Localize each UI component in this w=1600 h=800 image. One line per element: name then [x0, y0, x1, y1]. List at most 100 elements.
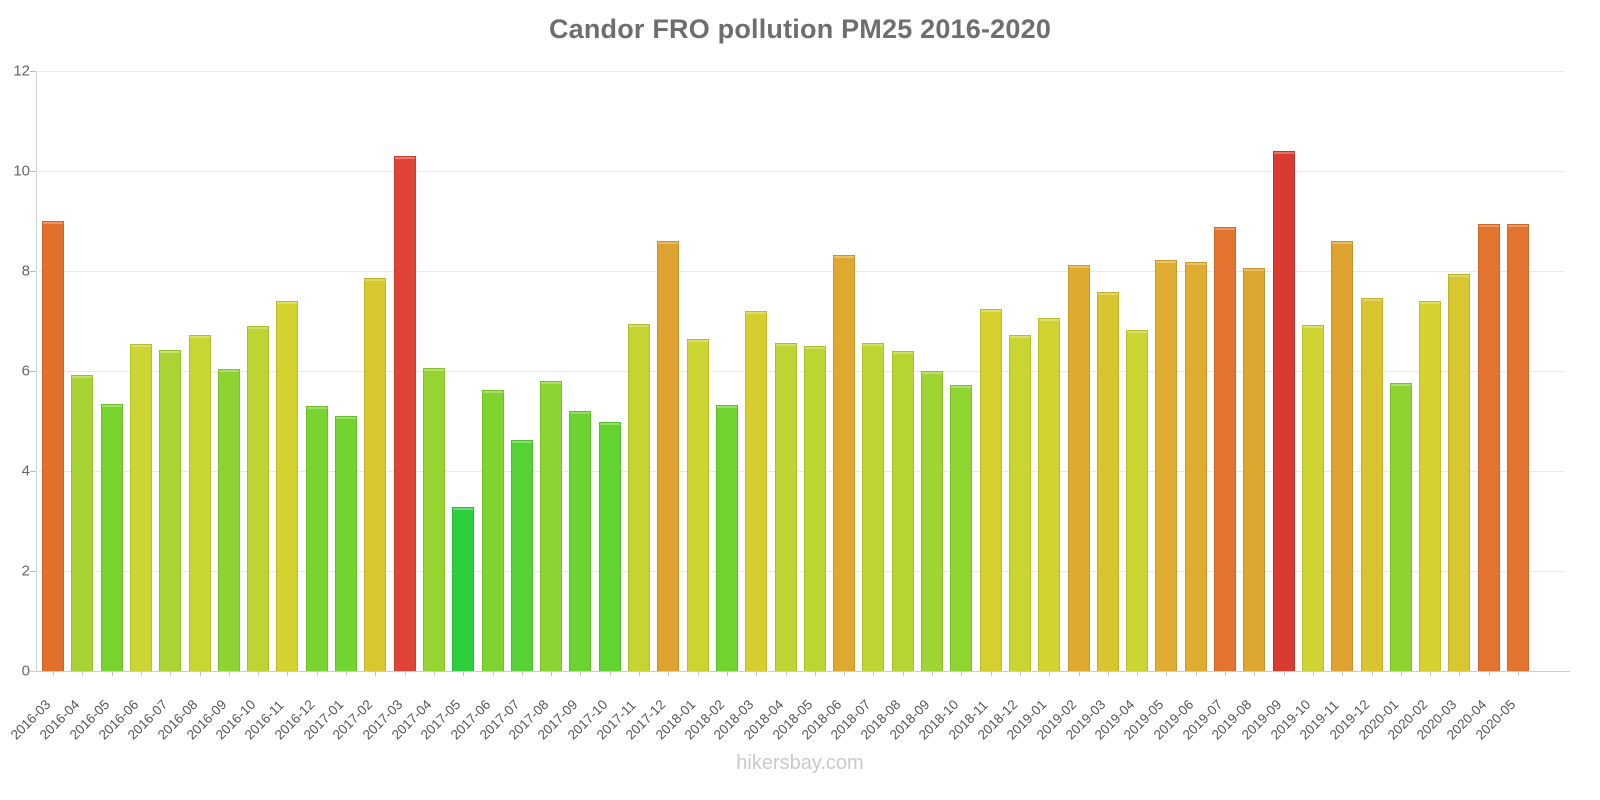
x-axis-tick-mark: [873, 671, 875, 676]
bar[interactable]: [803, 346, 826, 671]
x-axis-tick-mark: [463, 671, 465, 676]
x-axis-tick-mark: [844, 671, 846, 676]
x-axis-tick-mark: [228, 671, 230, 676]
x-axis-tick-mark: [1049, 671, 1051, 676]
bar[interactable]: [540, 381, 563, 671]
gridline: [36, 271, 1564, 272]
bar[interactable]: [217, 368, 240, 671]
y-axis-tick-mark: [30, 471, 36, 472]
page-title: Candor FRO pollution PM25 2016-2020: [548, 14, 1052, 44]
bar[interactable]: [1008, 334, 1031, 671]
bar[interactable]: [1331, 241, 1354, 671]
x-axis-tick-mark: [1019, 671, 1021, 676]
bar[interactable]: [1272, 151, 1295, 671]
x-axis-tick-mark: [82, 671, 84, 676]
bar[interactable]: [1301, 324, 1324, 671]
y-axis-tick-label: 6: [21, 362, 30, 380]
y-axis-tick-mark: [30, 371, 36, 372]
bar[interactable]: [1360, 297, 1383, 671]
y-axis-tick-label: 2: [21, 562, 30, 580]
bar[interactable]: [1214, 227, 1236, 671]
bar[interactable]: [657, 241, 680, 671]
x-axis-tick-mark: [1518, 671, 1519, 676]
bar[interactable]: [1389, 382, 1412, 671]
bar[interactable]: [335, 416, 357, 671]
bar[interactable]: [305, 406, 328, 671]
x-axis-tick-mark: [375, 671, 377, 676]
x-axis-tick-mark: [492, 671, 494, 676]
x-axis-tick-mark: [961, 671, 963, 676]
bar[interactable]: [1155, 260, 1178, 671]
bar[interactable]: [422, 367, 445, 671]
bar[interactable]: [129, 343, 152, 671]
x-axis-tick-mark: [53, 671, 54, 676]
bar[interactable]: [159, 349, 182, 671]
bar[interactable]: [862, 342, 885, 671]
x-axis-tick-mark: [433, 671, 435, 676]
x-axis-tick-mark: [580, 671, 582, 676]
x-axis-tick-mark: [785, 671, 787, 676]
gridline: [36, 71, 1564, 72]
gridline: [36, 471, 1564, 472]
y-axis-tick-label: 0: [21, 662, 30, 680]
y-axis-tick-label: 12: [13, 62, 30, 80]
bar[interactable]: [891, 351, 914, 671]
bar[interactable]: [1419, 301, 1442, 671]
x-axis-tick-mark: [1166, 671, 1168, 676]
bar[interactable]: [715, 405, 738, 671]
x-axis-tick-mark: [316, 671, 318, 676]
x-axis-tick-mark: [551, 671, 553, 676]
x-axis-tick-mark: [726, 671, 728, 676]
bar[interactable]: [100, 403, 123, 671]
bar[interactable]: [1477, 223, 1500, 671]
bar[interactable]: [598, 422, 621, 671]
x-axis-line: [30, 671, 1570, 672]
x-axis-tick-mark: [1400, 671, 1402, 676]
x-axis-tick-mark: [639, 671, 640, 676]
bar[interactable]: [71, 375, 94, 671]
x-axis-tick-mark: [1137, 671, 1139, 676]
x-axis-tick-mark: [1371, 671, 1373, 676]
y-axis-tick-mark: [30, 71, 36, 72]
x-axis-tick-mark: [1107, 671, 1109, 676]
x-axis-tick-mark: [697, 671, 699, 676]
x-axis-tick-mark: [1488, 671, 1490, 676]
x-axis-tick-mark: [1195, 671, 1197, 676]
x-axis-tick-mark: [199, 671, 201, 676]
bar[interactable]: [481, 389, 504, 671]
bar[interactable]: [1096, 292, 1119, 671]
bar[interactable]: [510, 439, 533, 671]
bar[interactable]: [628, 323, 650, 671]
bar[interactable]: [833, 255, 856, 671]
gridline: [36, 571, 1564, 572]
x-axis-tick-mark: [404, 671, 406, 676]
bar[interactable]: [1067, 265, 1090, 671]
bar[interactable]: [188, 334, 211, 671]
bar[interactable]: [1448, 273, 1471, 671]
bar[interactable]: [1126, 329, 1149, 671]
bar[interactable]: [42, 221, 64, 671]
bar[interactable]: [364, 277, 387, 671]
bar[interactable]: [1038, 317, 1061, 671]
x-axis-tick-mark: [756, 671, 758, 676]
bar[interactable]: [569, 411, 592, 671]
bar[interactable]: [774, 342, 797, 671]
bar[interactable]: [393, 156, 416, 671]
bar[interactable]: [979, 308, 1002, 671]
y-axis-tick-mark: [30, 271, 36, 272]
bar[interactable]: [1507, 223, 1529, 671]
x-axis-tick-mark: [1078, 671, 1080, 676]
x-axis-tick-mark: [1283, 671, 1285, 676]
bar[interactable]: [276, 301, 299, 671]
bar[interactable]: [1184, 262, 1207, 671]
bar[interactable]: [1243, 267, 1266, 671]
y-axis-tick-label: 8: [21, 262, 30, 280]
bar[interactable]: [247, 326, 270, 671]
bar[interactable]: [745, 311, 768, 671]
bar[interactable]: [686, 338, 709, 671]
y-axis-tick-mark: [30, 571, 36, 572]
bar[interactable]: [950, 385, 973, 671]
bar[interactable]: [452, 507, 475, 671]
bar[interactable]: [921, 371, 943, 671]
